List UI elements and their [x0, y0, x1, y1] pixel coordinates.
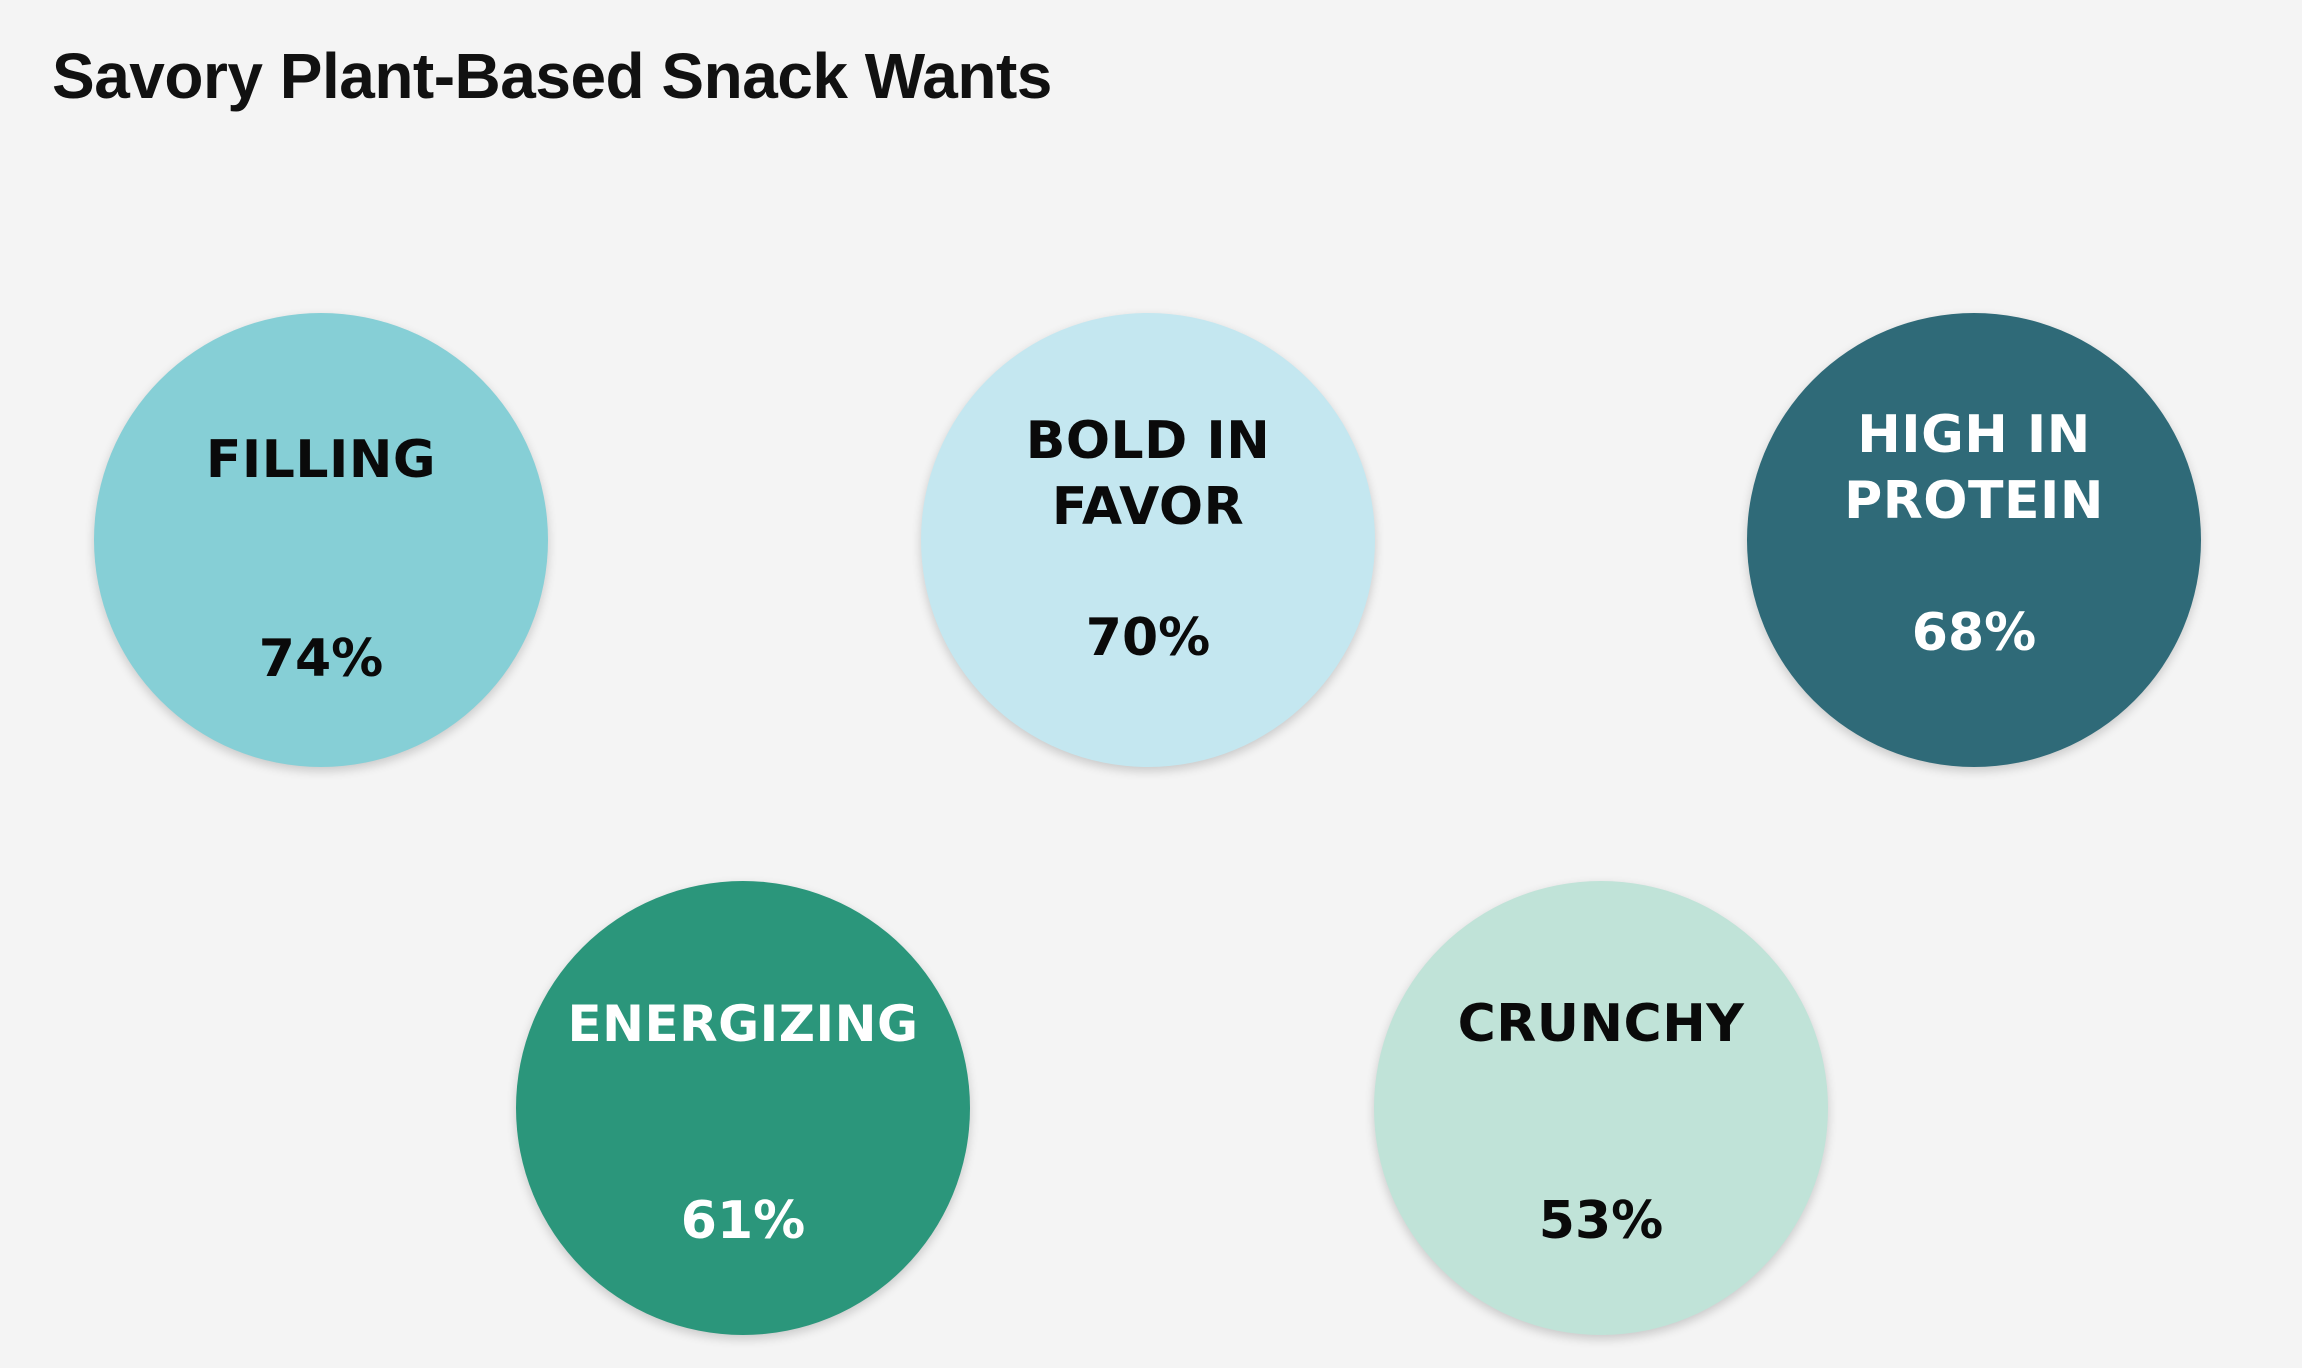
- bubble-value: 70%: [1085, 608, 1211, 668]
- chart-title: Savory Plant-Based Snack Wants: [52, 40, 1052, 112]
- bubble-energizing: ENERGIZING 61%: [516, 881, 970, 1335]
- bubble-crunchy: CRUNCHY 53%: [1374, 881, 1828, 1335]
- bubble-filling: FILLING 74%: [94, 313, 548, 767]
- bubble-label: FILLING: [205, 430, 437, 490]
- bubble-bold-in-favor: BOLD IN FAVOR 70%: [921, 313, 1375, 767]
- bubble-value: 61%: [680, 1191, 806, 1251]
- bubble-label: ENERGIZING: [567, 995, 919, 1053]
- bubble-value: 74%: [258, 629, 384, 689]
- bubble-label: CRUNCHY: [1457, 994, 1745, 1054]
- bubble-value: 68%: [1911, 603, 2037, 663]
- bubble-label: BOLD IN FAVOR: [1025, 411, 1271, 537]
- bubble-high-in-protein: HIGH IN PROTEIN 68%: [1747, 313, 2201, 767]
- bubble-label: HIGH IN PROTEIN: [1844, 405, 2104, 531]
- bubble-value: 53%: [1538, 1191, 1664, 1251]
